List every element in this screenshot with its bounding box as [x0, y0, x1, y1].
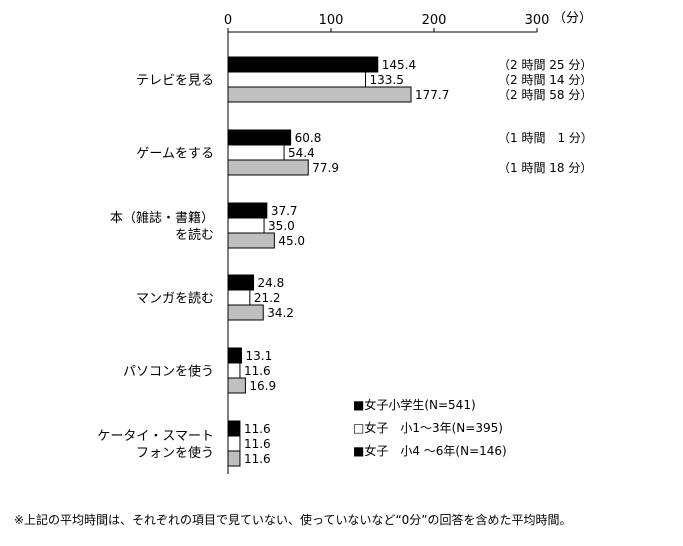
bar — [227, 274, 255, 291]
value-label: 145.4 — [382, 58, 416, 72]
bar — [227, 304, 264, 321]
category-label: 本（雑誌・書籍） — [110, 210, 214, 226]
value-label: 11.6 — [244, 437, 271, 451]
category-label: テレビを見る — [136, 74, 214, 89]
value-label: 11.6 — [244, 452, 271, 466]
bar — [227, 71, 367, 88]
bar — [227, 56, 379, 73]
bar — [227, 202, 268, 219]
bar — [227, 159, 309, 176]
category-label: を読む — [175, 227, 214, 243]
bar — [227, 420, 241, 437]
category-label: ケータイ・スマート — [97, 429, 214, 444]
bar — [227, 129, 292, 146]
value-label: 35.0 — [268, 219, 295, 233]
time-annotation: （2 時間 58 分） — [498, 88, 592, 102]
bar — [227, 347, 242, 364]
legend: ■女子小学生(N=541) □女子 小1～3年(N=395) ■女子 小4 ～6年(… — [353, 397, 507, 458]
category-label: マンガを読む — [136, 291, 214, 307]
legend-entry: ■女子 小4 ～6年(N=146) — [353, 443, 507, 458]
time-annotation: （1 時間 18 分） — [498, 161, 592, 175]
bars-group: 145.460.837.724.813.111.6133.554.435.021… — [227, 56, 449, 467]
axis-unit-label: （分） — [553, 11, 592, 26]
category-label: ゲームをする — [136, 147, 214, 162]
category-label: パソコンを使う — [123, 364, 214, 380]
time-annotation: （2 時間 25 分） — [498, 58, 592, 72]
bar-chart: 0 100 200 300 （分） 145.460.837.724.813.111.61… — [97, 11, 593, 474]
bar — [227, 450, 241, 467]
bar — [227, 86, 412, 103]
category-labels: テレビを見るゲームをする本（雑誌・書籍）を読むマンガを読むパソコンを使うケータイ… — [97, 74, 214, 462]
value-label: 21.2 — [254, 291, 281, 305]
bar — [227, 217, 265, 234]
value-label: 77.9 — [312, 161, 339, 175]
value-label: 34.2 — [267, 306, 294, 320]
category-label: フォンを使う — [136, 445, 214, 461]
value-label: 11.6 — [244, 422, 271, 436]
bar — [227, 232, 275, 249]
x-tick-label: 0 — [224, 13, 232, 28]
time-annotations: （2 時間 25 分）（2 時間 14 分）（2 時間 58 分） （1 時間 1… — [498, 58, 593, 175]
value-label: 13.1 — [245, 349, 272, 363]
value-label: 177.7 — [415, 88, 449, 102]
legend-entry: ■女子小学生(N=541) — [353, 397, 476, 412]
bar — [227, 377, 246, 394]
x-tick-label: 300 — [525, 13, 550, 28]
value-label: 54.4 — [288, 146, 315, 160]
footnote: ※上記の平均時間は、それぞれの項目で見ていない、使っていないなど“0分”の回答を… — [14, 513, 572, 527]
time-annotation: （2 時間 14 分） — [498, 73, 592, 87]
value-label: 11.6 — [244, 364, 271, 378]
x-tick-label: 200 — [422, 13, 447, 28]
value-label: 45.0 — [278, 234, 305, 248]
bar — [227, 144, 285, 161]
bar — [227, 289, 251, 306]
value-label: 24.8 — [258, 276, 285, 290]
value-label: 133.5 — [370, 73, 404, 87]
time-annotation: （1 時間 1 分） — [498, 131, 593, 145]
value-label: 60.8 — [295, 131, 322, 145]
bar — [227, 435, 241, 452]
bar — [227, 362, 241, 379]
value-label: 16.9 — [249, 379, 276, 393]
value-label: 37.7 — [271, 204, 298, 218]
legend-entry: □女子 小1～3年(N=395) — [353, 420, 503, 435]
axis-group: 0 100 200 300 （分） — [224, 11, 592, 474]
x-tick-label: 100 — [319, 13, 344, 28]
